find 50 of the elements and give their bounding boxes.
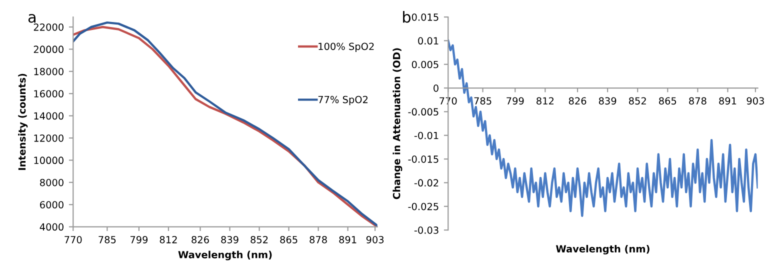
x-tick-label: 878 [689, 97, 706, 105]
y-tick-label: 8000 [40, 178, 64, 186]
y-tick-label: 10000 [34, 156, 64, 164]
x-tick-label: 839 [221, 236, 238, 244]
y-axis-title: Change in Attenuation (OD) [392, 48, 402, 200]
y-tick-label: 20000 [34, 46, 64, 54]
x-tick-label: 852 [628, 97, 646, 105]
x-tick-label: 865 [659, 97, 676, 105]
x-tick-label: 812 [536, 97, 554, 105]
chart-title: b [403, 10, 411, 23]
x-tick-label: 891 [339, 236, 356, 244]
x-tick-label: 865 [280, 236, 298, 244]
y-tick-label: 0.015 [412, 13, 438, 21]
y-tick-label: -0.015 [408, 156, 438, 163]
y-tick-label: 6000 [40, 201, 64, 208]
legend-label: 77% SpO2 [318, 96, 368, 106]
x-tick-label: 891 [719, 97, 736, 105]
x-tick-label: 785 [98, 236, 116, 244]
x-tick-label: 826 [568, 97, 586, 105]
y-tick-label: 22000 [34, 23, 64, 31]
y-tick-label: -0.02 [414, 179, 438, 187]
y-tick-label: 0.005 [412, 60, 438, 68]
x-tick-label: 799 [506, 97, 524, 105]
legend-label: 100% SpO2 [318, 42, 374, 52]
y-tick-label: 0.01 [418, 37, 438, 45]
y-tick-label: -0.03 [414, 226, 438, 234]
x-tick-label: 903 [366, 236, 384, 244]
x-tick-label: 785 [474, 97, 492, 105]
y-tick-label: -0.025 [408, 202, 438, 210]
chart-title: a [28, 14, 36, 23]
y-tick-label: 18000 [34, 68, 64, 76]
x-tick-label: 878 [310, 236, 327, 244]
x-tick-label: 826 [192, 236, 209, 244]
x-tick-label: 799 [130, 236, 148, 244]
y-tick-label: 16000 [34, 90, 64, 98]
y-axis-title: Intensity (counts) [18, 74, 28, 170]
x-axis-title: Wavelength (nm) [178, 250, 272, 260]
y-tick-label: -0.005 [408, 108, 438, 116]
x-tick-label: 839 [598, 97, 616, 105]
y-tick-label: 14000 [34, 112, 64, 120]
x-tick-label: 812 [160, 236, 177, 244]
x-tick-label: 770 [64, 236, 82, 244]
y-tick-label: -0.01 [414, 132, 438, 140]
x-tick-label: 852 [250, 236, 268, 244]
y-tick-label: 4000 [40, 223, 64, 231]
y-tick-label: 12000 [34, 134, 64, 142]
y-tick-label: 0 [434, 84, 438, 92]
x-axis-title: Wavelength (nm) [556, 244, 650, 254]
x-tick-label: 770 [440, 97, 457, 105]
x-tick-label: 903 [746, 97, 764, 105]
